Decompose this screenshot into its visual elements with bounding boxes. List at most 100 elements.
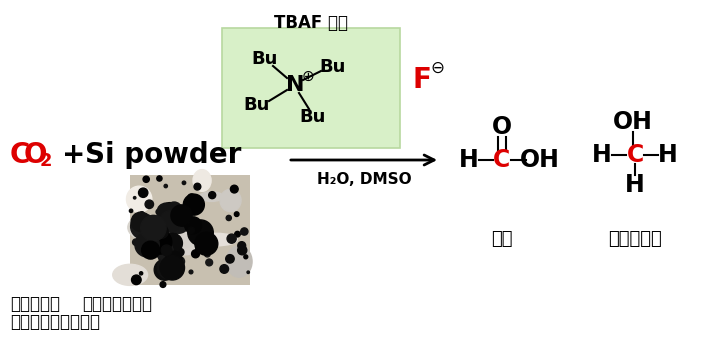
Text: Bu: Bu	[300, 108, 326, 126]
Circle shape	[227, 234, 236, 243]
Circle shape	[241, 232, 244, 234]
Circle shape	[155, 234, 175, 253]
Text: C: C	[626, 143, 644, 167]
Circle shape	[209, 192, 216, 199]
Text: OH: OH	[613, 110, 653, 134]
Circle shape	[138, 188, 148, 197]
Circle shape	[160, 282, 166, 287]
Circle shape	[156, 209, 161, 214]
Circle shape	[206, 259, 212, 266]
Ellipse shape	[128, 215, 164, 240]
Ellipse shape	[168, 238, 201, 255]
Circle shape	[157, 176, 162, 181]
Circle shape	[160, 211, 181, 232]
Circle shape	[133, 197, 136, 199]
Circle shape	[131, 275, 141, 285]
Circle shape	[155, 242, 173, 260]
Circle shape	[131, 214, 156, 239]
Text: の製造工程から回収: の製造工程から回収	[10, 313, 100, 331]
Circle shape	[158, 249, 173, 264]
Circle shape	[204, 251, 210, 257]
Circle shape	[150, 228, 167, 245]
Circle shape	[190, 230, 200, 239]
Circle shape	[159, 202, 182, 225]
Circle shape	[157, 203, 175, 221]
Circle shape	[182, 181, 186, 185]
Circle shape	[131, 212, 151, 232]
Circle shape	[194, 183, 201, 190]
Circle shape	[234, 212, 239, 216]
Circle shape	[161, 225, 168, 232]
Text: H: H	[658, 143, 678, 167]
Circle shape	[140, 212, 144, 216]
Circle shape	[155, 225, 168, 238]
Circle shape	[139, 272, 143, 275]
Circle shape	[188, 227, 195, 234]
Circle shape	[247, 271, 249, 274]
Circle shape	[157, 256, 179, 278]
Circle shape	[192, 250, 200, 258]
Text: H: H	[625, 173, 645, 197]
Text: O: O	[492, 115, 512, 139]
Ellipse shape	[220, 189, 241, 212]
Ellipse shape	[143, 221, 166, 241]
Circle shape	[135, 233, 159, 257]
Circle shape	[183, 194, 204, 215]
Text: ⊖: ⊖	[430, 59, 444, 77]
Text: OH: OH	[520, 148, 560, 172]
Circle shape	[175, 257, 185, 266]
Circle shape	[141, 215, 166, 241]
Ellipse shape	[195, 233, 237, 246]
Circle shape	[152, 231, 155, 234]
Circle shape	[145, 200, 153, 209]
Circle shape	[238, 246, 247, 255]
Circle shape	[241, 228, 248, 235]
Circle shape	[164, 184, 168, 188]
Circle shape	[226, 215, 231, 221]
Text: Bu: Bu	[252, 50, 278, 68]
Bar	[130, 175, 250, 285]
Bar	[222, 28, 400, 148]
Circle shape	[220, 265, 229, 273]
Circle shape	[226, 254, 234, 263]
Circle shape	[141, 241, 160, 259]
Circle shape	[143, 176, 149, 182]
Circle shape	[189, 270, 193, 274]
Circle shape	[148, 230, 172, 254]
Circle shape	[160, 255, 185, 280]
Text: ⊕: ⊕	[302, 68, 315, 83]
Circle shape	[231, 185, 238, 193]
Ellipse shape	[188, 223, 201, 237]
Text: Bu: Bu	[244, 96, 271, 114]
Circle shape	[244, 255, 248, 259]
Circle shape	[235, 232, 240, 237]
Circle shape	[185, 217, 202, 234]
Ellipse shape	[226, 246, 252, 277]
Text: +: +	[62, 141, 85, 169]
Text: O: O	[24, 141, 48, 169]
Ellipse shape	[193, 170, 211, 191]
Text: TBAF 触媒: TBAF 触媒	[274, 14, 348, 32]
Text: N: N	[285, 75, 305, 95]
Text: Si powder: Si powder	[85, 141, 241, 169]
Circle shape	[165, 251, 182, 268]
Circle shape	[158, 245, 170, 258]
Text: C: C	[10, 141, 31, 169]
Circle shape	[167, 202, 182, 217]
Circle shape	[163, 233, 182, 253]
Ellipse shape	[113, 264, 148, 286]
Circle shape	[170, 241, 179, 250]
Circle shape	[180, 220, 186, 226]
Circle shape	[154, 259, 175, 280]
Text: ケイ素粉末: ケイ素粉末	[10, 295, 60, 313]
Ellipse shape	[165, 227, 197, 249]
Text: H₂O, DMSO: H₂O, DMSO	[317, 172, 411, 187]
Text: ギ酸: ギ酸	[491, 230, 513, 248]
Ellipse shape	[126, 186, 152, 212]
Text: H: H	[592, 143, 612, 167]
Text: メタノール: メタノール	[608, 230, 662, 248]
Circle shape	[170, 227, 178, 235]
Text: ：太陽光パネル: ：太陽光パネル	[82, 295, 152, 313]
Circle shape	[133, 239, 139, 245]
Circle shape	[187, 220, 213, 246]
